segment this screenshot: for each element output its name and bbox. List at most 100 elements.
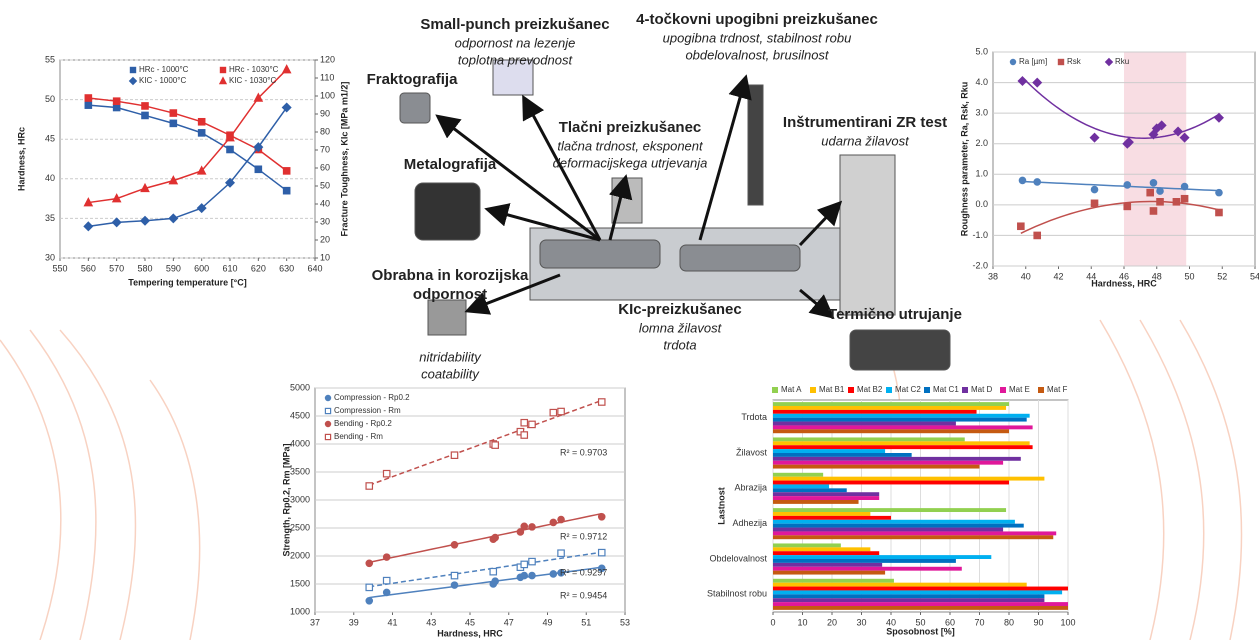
marker	[1148, 129, 1159, 140]
x-tick-label: 42	[1053, 271, 1063, 281]
legend-swatch	[219, 66, 227, 74]
marker	[1123, 181, 1132, 189]
marker	[282, 167, 291, 175]
y-tick-label: 30	[45, 252, 55, 262]
x-tick-label: 45	[465, 617, 475, 627]
bar	[773, 445, 1033, 450]
x-axis-title: Sposobnost [%]	[886, 626, 955, 636]
bar	[773, 519, 1015, 524]
legend-swatch	[886, 387, 892, 393]
marker	[365, 559, 374, 568]
bar	[773, 543, 841, 548]
marker	[382, 576, 391, 585]
marker	[84, 94, 93, 102]
marker	[1180, 182, 1189, 191]
bar	[773, 413, 1030, 418]
marker	[1215, 188, 1223, 197]
marker	[520, 522, 529, 531]
legend-swatch	[128, 76, 138, 86]
label-title: Tlačni preizkušanec	[559, 119, 702, 136]
bar	[773, 464, 980, 469]
marker	[450, 581, 459, 589]
label-line: deformacijskega utrjevanja	[553, 155, 708, 170]
label-line: coatability	[421, 366, 480, 381]
legend-label: Mat D	[971, 385, 993, 394]
bar	[773, 476, 1045, 481]
marker	[549, 518, 558, 527]
y-axis-title: Hardness, HRc	[16, 127, 26, 191]
bar	[773, 559, 956, 563]
marker	[111, 217, 122, 228]
y2-axis-title: Fracture Toughness, KIc [MPa m1/2]	[339, 82, 349, 237]
marker	[281, 102, 292, 113]
y2-tick-label: 80	[320, 126, 330, 136]
marker	[597, 398, 606, 406]
y2-tick-label: 60	[320, 162, 330, 172]
x-tick-label: 49	[542, 617, 552, 627]
marker	[1123, 137, 1134, 148]
legend-label: Compression - Rm	[334, 406, 401, 415]
bar	[773, 429, 1009, 434]
bar	[773, 484, 830, 489]
legend-label: Mat A	[781, 385, 802, 394]
y2-tick-label: 30	[320, 216, 330, 226]
marker	[112, 97, 121, 105]
legend-label: HRc - 1000°C	[139, 65, 189, 74]
marker	[168, 175, 179, 185]
marker	[1173, 126, 1184, 137]
series-line	[88, 104, 288, 192]
x-tick-label: 610	[222, 263, 237, 273]
marker	[1018, 176, 1027, 185]
label-line: upogibna trdnost, stabilnost robu	[663, 30, 852, 45]
label-line: trdota	[663, 337, 696, 352]
marker	[111, 193, 122, 203]
bar	[773, 437, 965, 442]
shaded-region	[1124, 52, 1187, 266]
bar	[773, 515, 891, 520]
marker	[1213, 112, 1224, 123]
legend-label: Mat B2	[857, 385, 883, 394]
x-tick-label: 60	[945, 617, 955, 627]
y2-tick-label: 50	[320, 180, 330, 190]
label-line: lomna žilavost	[639, 320, 723, 335]
x-tick-label: 44	[1086, 271, 1096, 281]
marker	[491, 533, 499, 542]
legend-swatch	[772, 387, 778, 393]
label-title: KIc-preizkušanec	[618, 301, 741, 318]
legend-swatch	[1104, 57, 1114, 67]
bar	[773, 582, 1027, 587]
marker	[282, 186, 291, 195]
bar	[773, 499, 859, 504]
y-tick-label: 1500	[290, 578, 310, 588]
x-tick-label: 39	[349, 617, 359, 627]
marker	[1017, 76, 1028, 87]
marker	[254, 165, 263, 174]
y-tick-label: 5000	[290, 382, 310, 392]
x-tick-label: 40	[1021, 271, 1031, 281]
marker	[528, 420, 536, 429]
marker	[168, 213, 179, 224]
marker	[516, 528, 525, 536]
marker	[281, 64, 292, 74]
marker	[450, 571, 459, 580]
legend-label: Mat B1	[819, 385, 845, 394]
y-tick-label: 1000	[290, 606, 310, 616]
label-line: odpornost na lezenje	[455, 35, 576, 50]
bar	[773, 402, 1009, 407]
legend-swatch	[218, 76, 228, 85]
marker	[597, 548, 606, 557]
marker	[557, 549, 565, 558]
x-axis-title: Hardness, HRC	[1091, 278, 1157, 288]
legend-label: Compression - Rp0.2	[334, 393, 410, 402]
bar	[773, 535, 1054, 540]
marker	[549, 408, 558, 417]
x-tick-label: 20	[827, 617, 837, 627]
annotation: R² = 0.9703	[560, 447, 607, 457]
bar	[773, 547, 871, 552]
legend-swatch	[324, 407, 332, 415]
trend-line	[368, 399, 603, 486]
x-tick-label: 51	[581, 617, 591, 627]
bar	[773, 555, 992, 559]
bar	[773, 586, 1068, 591]
legend-swatch	[324, 420, 332, 428]
